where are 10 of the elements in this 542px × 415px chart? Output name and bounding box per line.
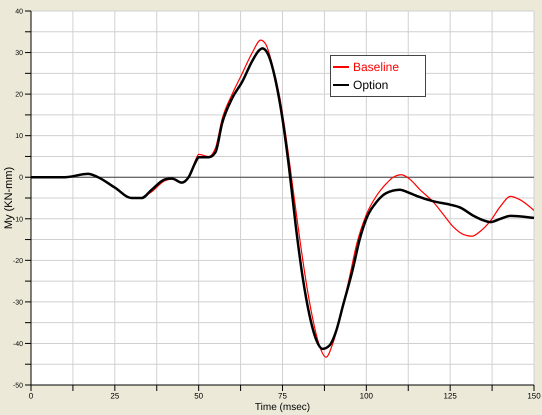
x-axis-title: Time (msec) xyxy=(254,402,310,413)
x-tick-label: 25 xyxy=(110,392,120,401)
x-tick-label: 100 xyxy=(360,392,374,401)
legend-label: Option xyxy=(353,78,388,92)
x-tick-label: 50 xyxy=(194,392,204,401)
x-tick-label: 0 xyxy=(28,392,34,401)
x-tick-label: 125 xyxy=(443,392,458,401)
x-tick-label: 150 xyxy=(527,392,542,401)
legend-label: Baseline xyxy=(353,60,400,74)
x-tick-label: 75 xyxy=(278,392,288,401)
